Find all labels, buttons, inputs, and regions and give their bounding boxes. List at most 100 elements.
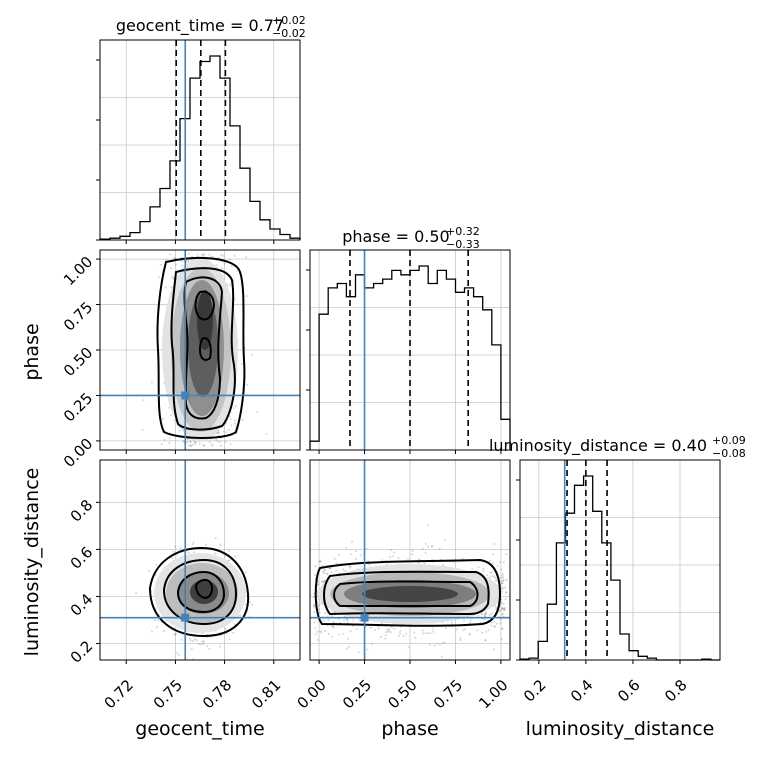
sample-point [350,553,352,556]
sample-point [165,258,168,261]
sample-point [331,635,333,638]
sample-point [180,638,183,641]
sample-point [501,627,504,630]
sample-point [229,418,232,420]
y-tick-label: 0.00 [60,435,96,471]
sample-point [135,592,138,595]
sample-point [171,276,174,279]
sample-point [477,566,480,569]
sample-point [349,630,352,633]
sample-point [215,438,218,441]
sample-point [494,625,497,628]
truth-marker [360,613,369,622]
sample-point [490,624,493,627]
sample-point [250,603,253,606]
sample-point [441,641,444,644]
sample-point [195,639,198,642]
sample-point [326,573,329,575]
sample-point [177,654,180,657]
sample-point [175,263,177,266]
sample-point [205,543,207,546]
sample-point [489,571,492,574]
sample-point [178,429,181,432]
sample-point [488,614,491,617]
sample-point [444,627,447,630]
y-tick-label: 0.4 [67,590,97,620]
sample-point [384,634,387,637]
sample-point [208,253,211,256]
sample-point [222,430,225,433]
sample-point [335,569,338,572]
sample-point [331,625,334,627]
sample-point [484,638,487,641]
sample-point [368,563,371,566]
sample-point [388,629,390,632]
sample-point [407,646,410,649]
x-tick-label: 0.2 [520,676,550,706]
sample-point [390,549,393,552]
sample-point [169,414,172,417]
sample-point [435,642,438,645]
sample-point [168,437,171,440]
sample-point [402,634,405,637]
sample-point [488,576,491,579]
sample-point [358,619,360,622]
sample-point [227,549,230,552]
sample-point [482,569,485,572]
sample-point [202,641,205,644]
sample-point [489,560,492,563]
sample-point [251,354,254,356]
sample-point [338,633,341,636]
sample-point [427,545,430,548]
sample-point [214,552,217,555]
sample-point [347,645,350,648]
sample-point [438,547,441,550]
density-level [190,580,218,604]
sample-point [317,583,320,586]
sample-point [429,643,432,646]
sample-point [333,557,336,560]
sample-point [227,559,230,562]
sample-point [206,644,209,647]
sample-point [141,429,144,432]
sample-point [496,565,499,567]
sample-point [312,604,315,607]
sample-point [227,428,230,431]
sample-point [179,547,182,550]
sample-point [348,565,351,568]
x-tick-label: 0.50 [384,676,420,712]
sample-point [335,562,338,565]
sample-point [332,626,335,629]
sample-point [355,550,358,553]
sample-point [233,407,236,409]
sample-point [344,569,347,572]
sample-point [314,627,317,630]
sample-point [245,295,248,298]
sample-point [486,574,489,577]
sample-point [246,383,249,386]
sample-point [175,633,177,636]
sample-point [265,432,268,435]
sample-point [229,283,232,286]
sample-point [187,259,190,262]
sample-point [233,254,236,257]
sample-point [327,619,330,621]
sample-point [201,640,204,643]
sample-point [318,604,320,607]
sample-point [174,545,177,548]
sample-point [219,440,221,443]
sample-point [503,608,506,611]
sample-point [463,619,465,622]
sample-point [203,444,206,447]
sample-point [440,655,443,658]
sample-point [219,543,222,546]
sample-point [481,631,484,634]
sample-point [245,256,248,259]
sample-point [164,286,167,289]
sample-point [225,628,227,630]
sample-point [322,619,325,622]
sample-point [421,629,424,632]
sample-point [327,632,330,635]
sample-point [332,621,335,624]
sample-point [171,557,173,560]
